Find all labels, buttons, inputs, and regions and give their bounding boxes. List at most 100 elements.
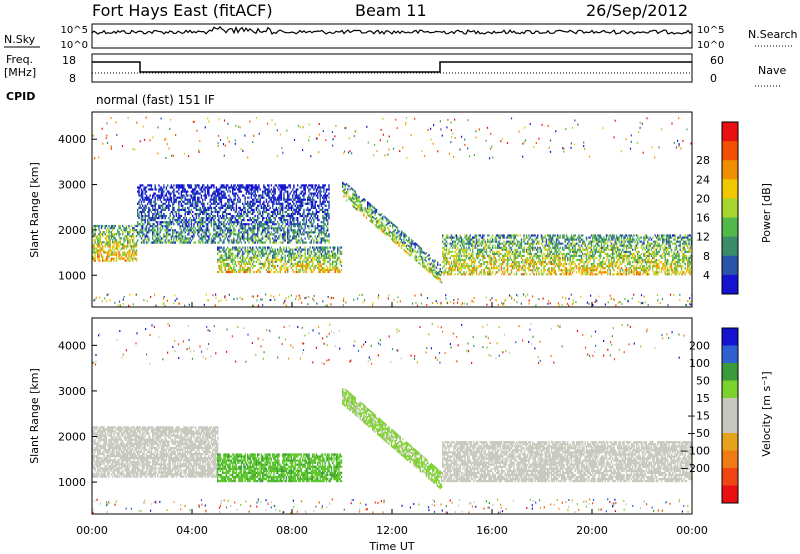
power-cell bbox=[272, 223, 274, 226]
power-cell bbox=[269, 219, 271, 222]
power-cell bbox=[249, 270, 251, 274]
power-cell bbox=[423, 266, 425, 269]
power-cell bbox=[335, 266, 338, 270]
power-cell bbox=[302, 204, 304, 207]
power-cell bbox=[278, 225, 280, 228]
power-cell bbox=[540, 242, 543, 245]
power-cell bbox=[518, 252, 520, 255]
power-cell bbox=[453, 258, 455, 262]
power-cell bbox=[272, 250, 274, 253]
power-cell bbox=[149, 188, 151, 191]
power-cell bbox=[199, 237, 201, 240]
power-cell bbox=[238, 206, 240, 209]
power-cell bbox=[299, 231, 301, 234]
power-cell bbox=[512, 265, 514, 268]
power-cell bbox=[142, 225, 144, 228]
power-cell bbox=[159, 229, 161, 232]
power-cell bbox=[367, 205, 369, 208]
power-cell bbox=[235, 248, 238, 251]
power-cell bbox=[144, 214, 146, 218]
power-cell bbox=[114, 224, 116, 228]
power-cell bbox=[450, 269, 453, 272]
power-cell bbox=[287, 231, 289, 234]
power-cell bbox=[228, 227, 230, 230]
power-cell bbox=[502, 248, 504, 251]
power-cell bbox=[304, 198, 306, 201]
power-cell bbox=[269, 221, 271, 224]
power-cell bbox=[347, 184, 349, 187]
power-cell bbox=[329, 254, 331, 257]
power-cell bbox=[214, 202, 216, 205]
power-cell bbox=[410, 253, 413, 256]
power-cell bbox=[337, 270, 339, 274]
power-cell bbox=[159, 186, 161, 189]
power-cell bbox=[460, 248, 463, 251]
power-cell bbox=[528, 263, 530, 266]
power-cell bbox=[127, 243, 129, 246]
power-cell bbox=[109, 245, 111, 248]
power-cell bbox=[312, 202, 314, 205]
power-cell bbox=[474, 269, 476, 272]
power-cell bbox=[257, 227, 259, 230]
power-cell bbox=[322, 184, 324, 187]
power-cell bbox=[419, 246, 421, 249]
power-cell bbox=[258, 186, 260, 189]
power-cell bbox=[267, 192, 269, 195]
power-cell bbox=[227, 198, 229, 201]
power-cell bbox=[313, 248, 315, 251]
power-cell bbox=[139, 229, 141, 232]
power-cell bbox=[298, 239, 300, 242]
power-cell bbox=[270, 233, 273, 236]
power-cell bbox=[420, 251, 423, 254]
power-cell bbox=[128, 227, 130, 230]
power-cell bbox=[299, 262, 301, 265]
power-cell bbox=[147, 198, 149, 201]
power-cell bbox=[229, 254, 231, 257]
power-cell bbox=[548, 271, 550, 274]
freq-panel-frame bbox=[91, 53, 693, 83]
power-cell bbox=[110, 259, 113, 262]
power-cell bbox=[323, 184, 325, 187]
power-cell bbox=[247, 210, 249, 214]
power-cell bbox=[177, 219, 179, 222]
power-cell bbox=[235, 186, 238, 189]
power-cell bbox=[194, 202, 196, 205]
power-cell bbox=[209, 204, 211, 207]
power-cell bbox=[428, 258, 430, 261]
power-cell bbox=[240, 212, 243, 216]
power-cell bbox=[309, 256, 311, 259]
power-cell bbox=[298, 204, 300, 207]
power-cell bbox=[174, 194, 176, 197]
power-cell bbox=[553, 234, 555, 237]
power-cell bbox=[354, 190, 356, 193]
power-cell bbox=[217, 235, 219, 238]
power-cell bbox=[98, 245, 100, 248]
power-cell bbox=[184, 196, 186, 199]
power-cell bbox=[228, 264, 230, 267]
power-cell bbox=[274, 188, 276, 191]
power-cell bbox=[250, 184, 253, 187]
power-cell bbox=[248, 206, 250, 209]
power-cell bbox=[192, 214, 194, 218]
power-cell bbox=[162, 192, 164, 195]
power-cell bbox=[177, 221, 179, 224]
nave-label: Nave bbox=[758, 64, 786, 77]
power-cell bbox=[349, 188, 351, 191]
power-cell bbox=[264, 223, 266, 226]
power-cell bbox=[140, 210, 143, 214]
power-cell bbox=[273, 210, 275, 214]
power-cell bbox=[370, 216, 373, 219]
power-cell bbox=[528, 242, 530, 245]
power-cell bbox=[239, 184, 241, 187]
power-cell bbox=[323, 219, 325, 222]
power-cell bbox=[538, 242, 540, 245]
power-cell bbox=[265, 239, 268, 242]
power-cell bbox=[304, 260, 306, 263]
power-cell bbox=[203, 188, 205, 191]
power-cell bbox=[244, 241, 246, 244]
power-cell bbox=[299, 192, 301, 195]
power-cell bbox=[259, 241, 261, 244]
power-cell bbox=[199, 223, 201, 226]
power-cell bbox=[210, 194, 213, 197]
power-cell bbox=[144, 212, 146, 216]
